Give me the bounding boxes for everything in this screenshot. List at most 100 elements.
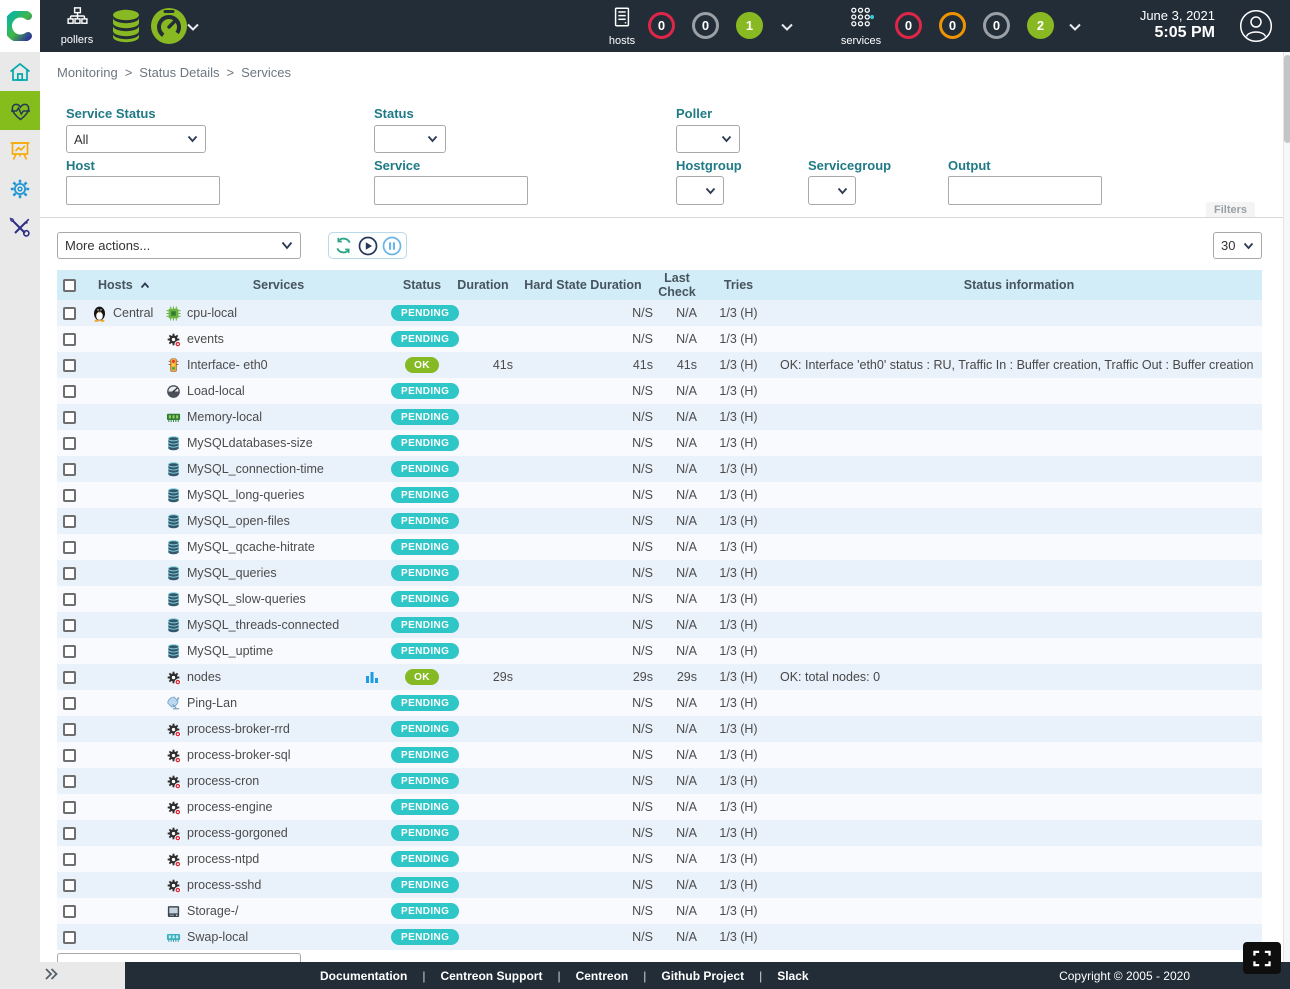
services-chevron-down-icon[interactable] <box>1068 22 1082 32</box>
service-name[interactable]: Memory-local <box>187 410 263 424</box>
column-header-hard-state-duration[interactable]: Hard State Duration <box>524 278 642 292</box>
service-name[interactable]: MySQL_threads-connected <box>187 618 340 632</box>
scrollbar-thumb[interactable] <box>1284 55 1290 143</box>
row-checkbox[interactable] <box>63 904 76 918</box>
column-header-last-check[interactable]: Last Check <box>658 271 696 299</box>
services-critical-counter[interactable]: 0 <box>895 12 922 39</box>
service-name[interactable]: process-broker-sql <box>187 748 291 762</box>
row-checkbox[interactable] <box>63 852 76 866</box>
row-checkbox[interactable] <box>63 696 76 710</box>
pause-button[interactable] <box>381 235 402 256</box>
row-checkbox[interactable] <box>63 722 76 736</box>
hosts-menu[interactable]: hosts <box>600 5 644 47</box>
sidebar-item-monitoring[interactable] <box>0 91 40 130</box>
row-checkbox[interactable] <box>63 618 76 632</box>
hosts-up-counter[interactable]: 1 <box>736 12 763 39</box>
service-name[interactable]: MySQL_slow-queries <box>187 592 306 606</box>
service-name[interactable]: process-ntpd <box>187 852 260 866</box>
column-header-status-information[interactable]: Status information <box>963 278 1075 292</box>
service-name[interactable]: events <box>187 332 224 346</box>
row-checkbox[interactable] <box>63 306 76 320</box>
centreon-logo[interactable] <box>0 0 40 52</box>
service-name[interactable]: MySQL_queries <box>187 566 277 580</box>
service-name[interactable]: Load-local <box>187 384 245 398</box>
hostgroup-select[interactable] <box>676 176 724 205</box>
hosts-chevron-down-icon[interactable] <box>780 22 794 32</box>
row-checkbox[interactable] <box>63 384 76 398</box>
service-name[interactable]: Interface- eth0 <box>187 358 268 372</box>
service-status-select[interactable]: All <box>66 125 206 153</box>
services-warning-counter[interactable]: 0 <box>939 12 966 39</box>
column-header-hosts[interactable]: Hosts <box>57 278 166 292</box>
row-checkbox[interactable] <box>63 462 76 476</box>
service-name[interactable]: Storage-/ <box>187 904 239 918</box>
column-header-tries[interactable]: Tries <box>723 278 754 292</box>
row-checkbox[interactable] <box>63 670 76 684</box>
output-filter-input[interactable] <box>948 176 1102 205</box>
select-all-checkbox[interactable] <box>63 278 76 292</box>
poller-select[interactable] <box>676 125 740 153</box>
service-filter-input[interactable] <box>374 176 528 205</box>
service-graph-icon[interactable] <box>365 670 379 684</box>
column-header-services[interactable]: Services <box>252 278 305 292</box>
host-filter-input[interactable] <box>66 176 220 205</box>
row-checkbox[interactable] <box>63 878 76 892</box>
row-checkbox[interactable] <box>63 436 76 450</box>
services-menu[interactable]: services <box>838 5 884 47</box>
sidebar-item-reporting[interactable] <box>0 130 40 169</box>
service-name[interactable]: process-engine <box>187 800 273 814</box>
row-checkbox[interactable] <box>63 514 76 528</box>
sidebar-item-home[interactable] <box>0 52 40 91</box>
refresh-button[interactable] <box>333 235 354 256</box>
host-name[interactable]: Central <box>113 306 154 320</box>
breadcrumb-link[interactable]: Services <box>241 65 291 80</box>
service-name[interactable]: process-sshd <box>187 878 262 892</box>
row-checkbox[interactable] <box>63 826 76 840</box>
row-checkbox[interactable] <box>63 644 76 658</box>
page-size-select[interactable]: 30 <box>1213 232 1262 259</box>
service-name[interactable]: MySQL_open-files <box>187 514 290 528</box>
footer-link[interactable]: Slack <box>777 968 809 983</box>
row-checkbox[interactable] <box>63 930 76 944</box>
breadcrumb-link[interactable]: Status Details <box>139 65 220 80</box>
row-checkbox[interactable] <box>63 592 76 606</box>
service-name[interactable]: MySQL_connection-time <box>187 462 324 476</box>
service-name[interactable]: process-gorgoned <box>187 826 288 840</box>
row-checkbox[interactable] <box>63 358 76 372</box>
row-checkbox[interactable] <box>63 800 76 814</box>
filters-tab[interactable]: Filters <box>1205 202 1255 218</box>
column-header-duration[interactable]: Duration <box>457 278 509 292</box>
service-name[interactable]: process-cron <box>187 774 260 788</box>
pollers-menu[interactable]: pollers <box>54 5 100 46</box>
service-name[interactable]: cpu-local <box>187 306 238 320</box>
poller-database-icon[interactable] <box>107 7 145 45</box>
servicegroup-select[interactable] <box>808 176 856 205</box>
row-checkbox[interactable] <box>63 332 76 346</box>
sidebar-item-configuration[interactable] <box>0 169 40 208</box>
hosts-down-counter[interactable]: 0 <box>648 12 675 39</box>
service-name[interactable]: nodes <box>187 670 222 684</box>
sidebar-item-administration[interactable] <box>0 208 40 247</box>
service-name[interactable]: MySQL_qcache-hitrate <box>187 540 315 554</box>
services-ok-counter[interactable]: 2 <box>1027 12 1054 39</box>
play-button[interactable] <box>357 235 378 256</box>
service-name[interactable]: MySQLdatabases-size <box>187 436 313 450</box>
status-select[interactable] <box>374 125 446 153</box>
row-checkbox[interactable] <box>63 566 76 580</box>
footer-link[interactable]: Centreon <box>575 968 629 983</box>
column-header-status[interactable]: Status <box>402 278 442 292</box>
row-checkbox[interactable] <box>63 774 76 788</box>
footer-link[interactable]: Github Project <box>661 968 745 983</box>
services-unknown-counter[interactable]: 0 <box>983 12 1010 39</box>
hosts-unreachable-counter[interactable]: 0 <box>692 12 719 39</box>
user-profile-icon[interactable] <box>1239 9 1273 43</box>
row-checkbox[interactable] <box>63 540 76 554</box>
service-name[interactable]: Swap-local <box>187 930 249 944</box>
service-name[interactable]: Ping-Lan <box>187 696 238 710</box>
pollers-chevron-down-icon[interactable] <box>186 22 200 32</box>
footer-link[interactable]: Documentation <box>320 968 408 983</box>
breadcrumb-link[interactable]: Monitoring <box>57 65 118 80</box>
expand-sidebar-icon[interactable] <box>42 965 60 983</box>
fullscreen-icon[interactable] <box>1243 942 1281 974</box>
service-name[interactable]: process-broker-rrd <box>187 722 290 736</box>
